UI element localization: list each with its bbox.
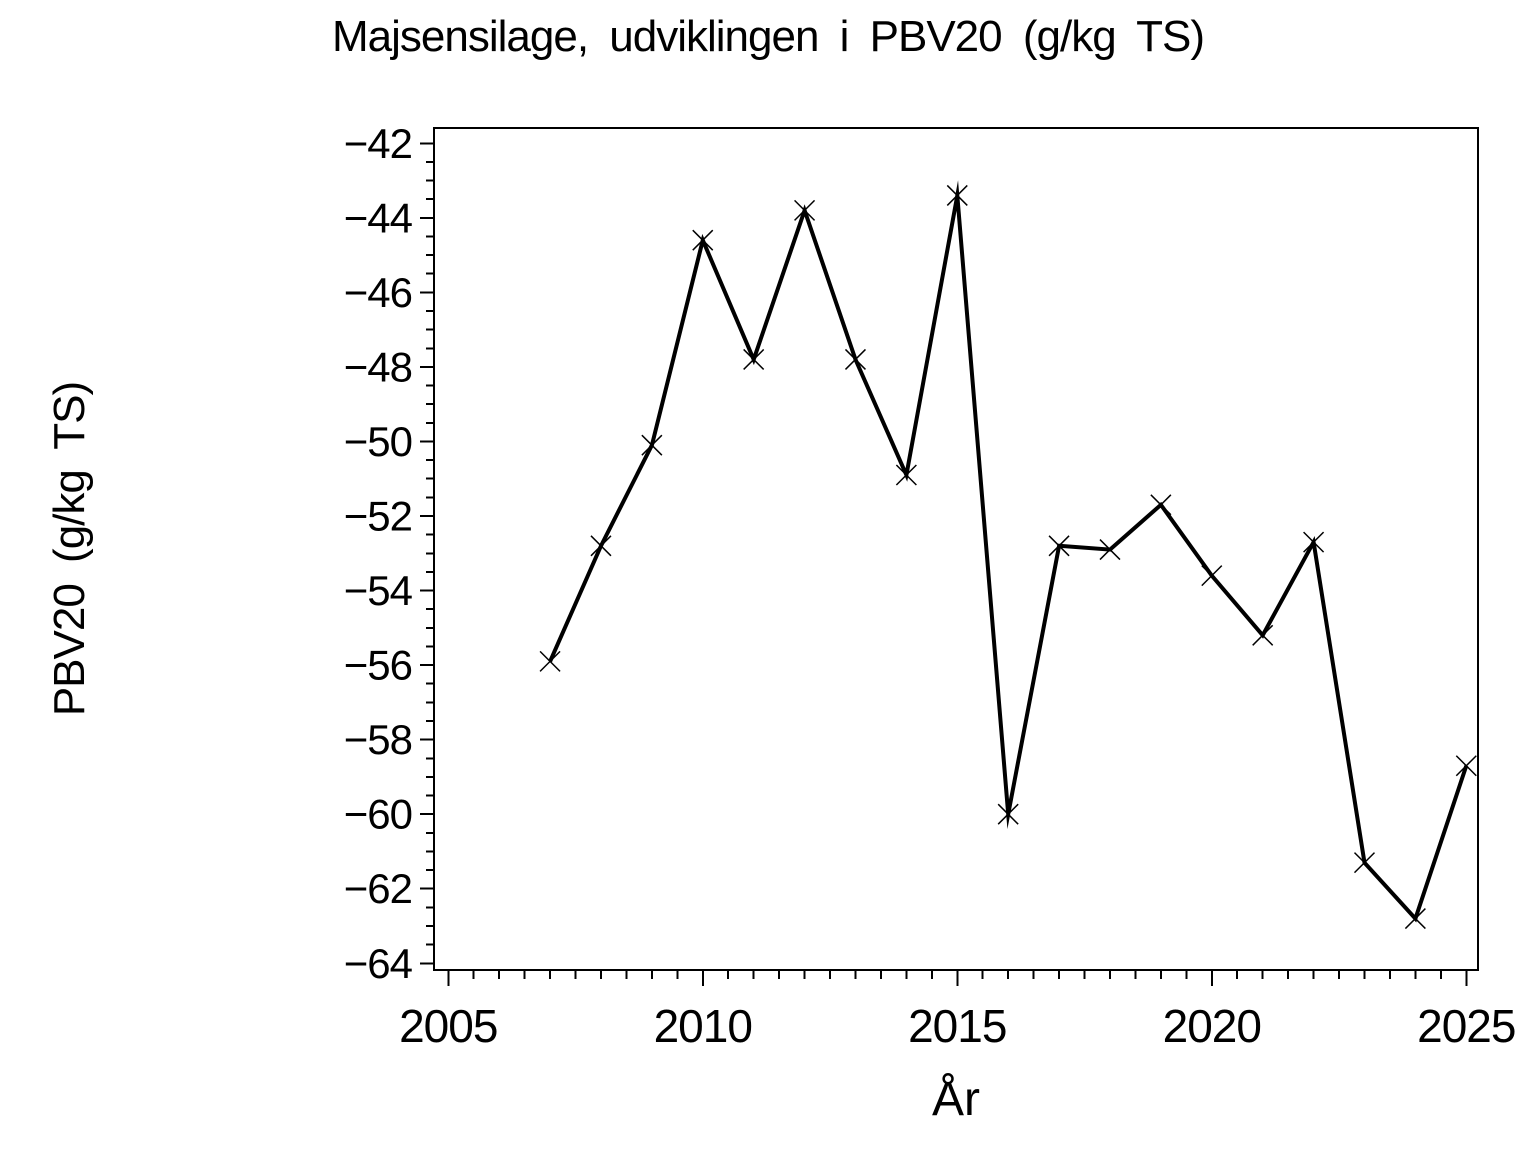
x-tick-label: 2015 [908, 1000, 1006, 1052]
data-point-marker [1252, 624, 1274, 646]
y-tick-label: −52 [344, 493, 412, 540]
y-tick-label: −56 [344, 642, 412, 689]
data-point-marker [692, 229, 714, 251]
y-tick-label: −58 [344, 716, 412, 763]
y-tick-label: −44 [344, 194, 413, 241]
y-tick-label: −54 [344, 567, 413, 614]
data-point-marker [1048, 535, 1070, 557]
data-point-marker [895, 464, 917, 486]
data-point-marker [946, 184, 968, 206]
data-point-marker [1455, 755, 1477, 777]
y-tick-label: −60 [344, 791, 412, 838]
data-point-marker [1404, 908, 1426, 930]
x-tick-label: 2005 [399, 1000, 497, 1052]
y-tick-label: −46 [344, 269, 412, 316]
data-point-marker [743, 348, 765, 370]
data-point-marker [1201, 565, 1223, 587]
x-tick-label: 2020 [1163, 1000, 1261, 1052]
x-axis-label: År [932, 1073, 980, 1126]
chart-title: Majsensilage, udviklingen i PBV20 (g/kg … [332, 12, 1205, 61]
y-tick-label: −50 [344, 418, 412, 465]
data-line [548, 180, 1469, 923]
data-point-marker [1099, 539, 1121, 561]
data-point-marker [1303, 531, 1325, 553]
y-tick-label: −62 [344, 865, 412, 912]
data-point-marker [539, 650, 561, 672]
data-point-marker [641, 434, 663, 456]
data-point-marker [590, 535, 612, 557]
x-tick-label: 2010 [654, 1000, 752, 1052]
data-point-marker [997, 803, 1019, 825]
data-point-marker [1353, 852, 1376, 874]
y-tick-label: −48 [344, 343, 412, 390]
y-tick-label: −42 [344, 120, 412, 167]
x-tick-label: 2025 [1417, 1000, 1515, 1052]
y-tick-label: −64 [344, 940, 413, 987]
plot-frame [433, 127, 1479, 971]
data-point-marker [794, 199, 816, 221]
data-point-marker [1150, 494, 1172, 516]
data-point-marker [844, 348, 866, 370]
